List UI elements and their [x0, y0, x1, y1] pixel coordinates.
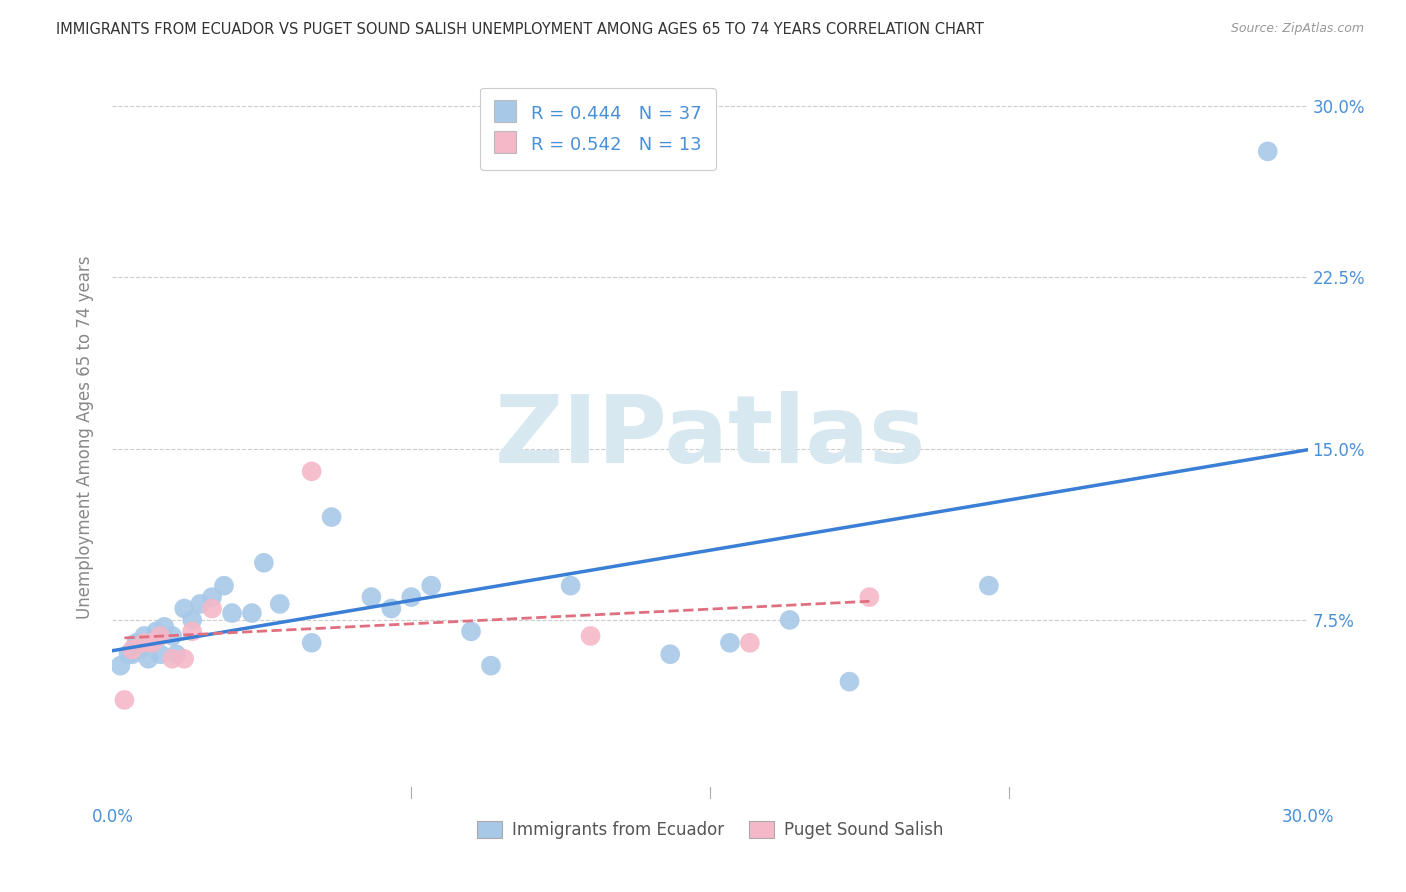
Point	[479, 658, 502, 673]
Point	[129, 642, 152, 657]
Point	[212, 579, 235, 593]
Point	[738, 636, 761, 650]
Text: ZIPatlas: ZIPatlas	[495, 391, 925, 483]
Point	[240, 606, 263, 620]
Legend: Immigrants from Ecuador, Puget Sound Salish: Immigrants from Ecuador, Puget Sound Sal…	[470, 814, 950, 846]
Point	[659, 647, 682, 661]
Text: IMMIGRANTS FROM ECUADOR VS PUGET SOUND SALISH UNEMPLOYMENT AMONG AGES 65 TO 74 Y: IMMIGRANTS FROM ECUADOR VS PUGET SOUND S…	[56, 22, 984, 37]
Text: Source: ZipAtlas.com: Source: ZipAtlas.com	[1230, 22, 1364, 36]
Point	[121, 647, 143, 661]
Point	[301, 464, 323, 478]
Y-axis label: Unemployment Among Ages 65 to 74 years: Unemployment Among Ages 65 to 74 years	[76, 255, 94, 619]
Point	[117, 647, 139, 661]
Point	[114, 693, 135, 707]
Point	[162, 652, 183, 666]
Point	[360, 590, 382, 604]
Point	[401, 590, 423, 604]
Point	[110, 658, 132, 673]
Point	[173, 652, 195, 666]
Point	[201, 601, 224, 615]
Point	[460, 624, 482, 639]
Point	[858, 590, 880, 604]
Point	[125, 636, 148, 650]
Point	[149, 647, 172, 661]
Point	[162, 629, 183, 643]
Point	[253, 556, 276, 570]
Point	[149, 629, 172, 643]
Point	[718, 636, 741, 650]
Point	[145, 624, 167, 639]
Point	[121, 642, 143, 657]
Point	[153, 620, 176, 634]
Point	[977, 579, 1000, 593]
Point	[201, 590, 224, 604]
Point	[181, 613, 204, 627]
Point	[579, 629, 602, 643]
Point	[173, 601, 195, 615]
Point	[269, 597, 291, 611]
Point	[181, 624, 204, 639]
Point	[301, 636, 323, 650]
Point	[141, 636, 163, 650]
Point	[560, 579, 582, 593]
Point	[838, 674, 860, 689]
Point	[221, 606, 243, 620]
Point	[134, 636, 156, 650]
Point	[380, 601, 402, 615]
Point	[321, 510, 343, 524]
Point	[165, 647, 187, 661]
Point	[1257, 145, 1279, 159]
Point	[188, 597, 211, 611]
Point	[134, 629, 156, 643]
Point	[420, 579, 443, 593]
Point	[138, 652, 160, 666]
Point	[141, 636, 163, 650]
Point	[779, 613, 801, 627]
